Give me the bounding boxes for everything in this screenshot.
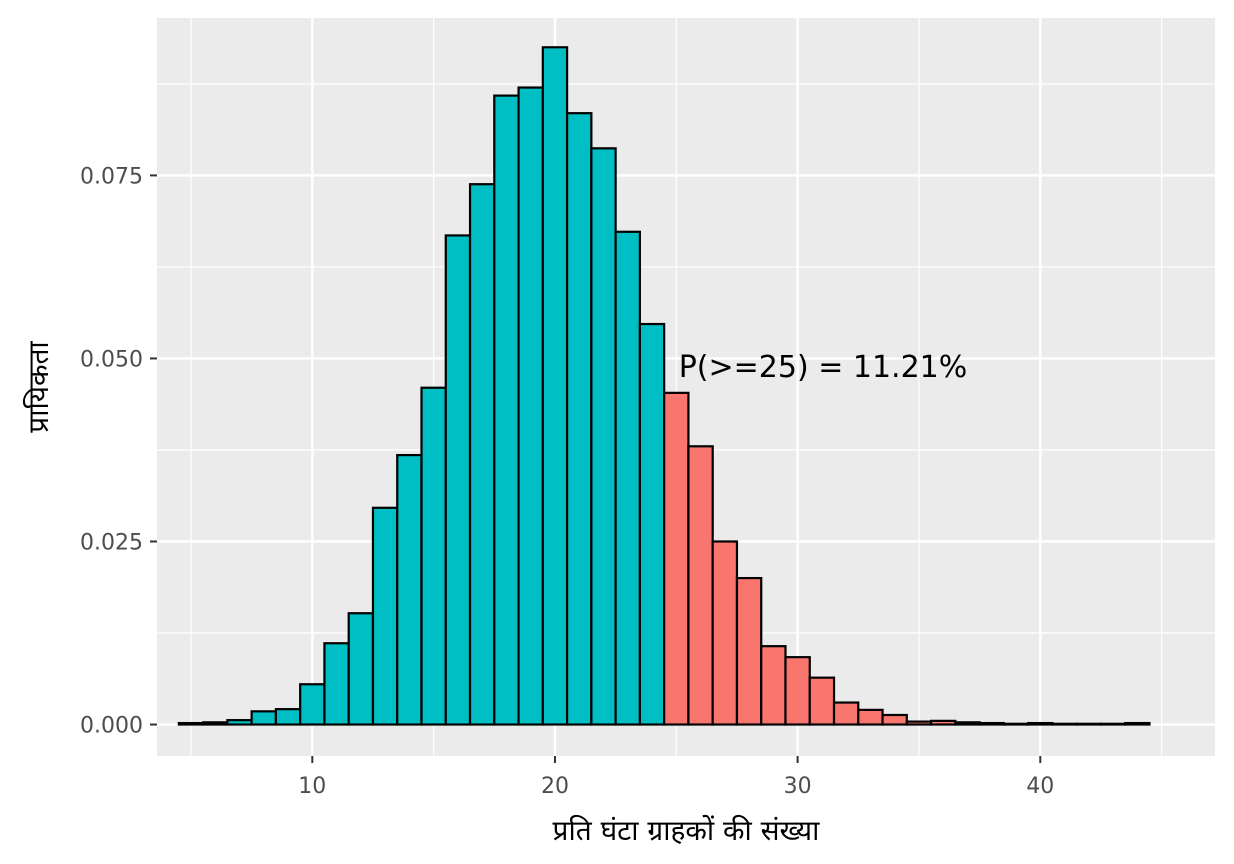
histogram-bar [832,701,860,726]
histogram-bar [565,112,593,726]
histogram-bar [1002,722,1030,726]
y-tick-label: 0.075 [80,164,143,189]
histogram-bar [905,720,933,726]
histogram-bar [929,719,957,726]
y-tick-label: 0.050 [80,347,143,372]
histogram-bar [323,642,350,726]
histogram-bar [1124,721,1151,726]
probability-annotation: P(>=25) = 11.21% [679,350,968,385]
histogram-bars [177,46,1151,726]
histogram-bar [177,721,205,726]
histogram-bar [347,612,375,726]
x-axis: 10 20 30 40 [298,756,1054,799]
histogram-bar [857,708,884,726]
histogram-bar [663,391,690,726]
histogram-bar [735,576,763,726]
histogram-bar [250,710,278,726]
histogram-bar [711,540,739,726]
histogram-bar [687,445,714,726]
histogram-bar [808,676,836,726]
histogram-bar [420,386,447,726]
histogram-bar [1099,722,1127,726]
histogram-bar [760,645,787,726]
x-axis-title: प्रति घंटा ग्राहकों की संख्या [553,814,821,847]
x-tick-label: 10 [298,774,326,799]
y-tick-label: 0.000 [80,714,143,739]
histogram-bar [638,322,666,726]
x-tick-label: 40 [1026,774,1054,799]
y-tick-label: 0.025 [80,530,143,555]
histogram-bar [444,234,472,726]
histogram-bar [517,86,544,726]
histogram-bar [468,183,496,726]
histogram-bar [954,721,981,726]
histogram-bar [396,453,423,726]
histogram-bar [784,656,811,726]
y-axis: 0.000 0.025 0.050 0.075 [80,164,157,739]
histogram-bar [274,708,302,726]
histogram-bar [493,94,520,726]
y-axis-title: प्रायिकता [22,341,55,433]
x-tick-label: 20 [541,774,569,799]
histogram-bar [202,721,229,726]
x-tick-label: 30 [784,774,812,799]
histogram-bar [590,147,617,726]
histogram-bar [881,713,908,726]
histogram-bar [978,721,1005,726]
histogram-bar [371,506,399,726]
histogram-bar [1051,722,1078,726]
histogram-bar [1075,722,1103,726]
histogram-bar [226,719,253,726]
histogram-bar [1027,721,1054,726]
histogram-bar [299,683,326,726]
histogram-bar [541,46,569,726]
histogram-bar [614,230,641,726]
